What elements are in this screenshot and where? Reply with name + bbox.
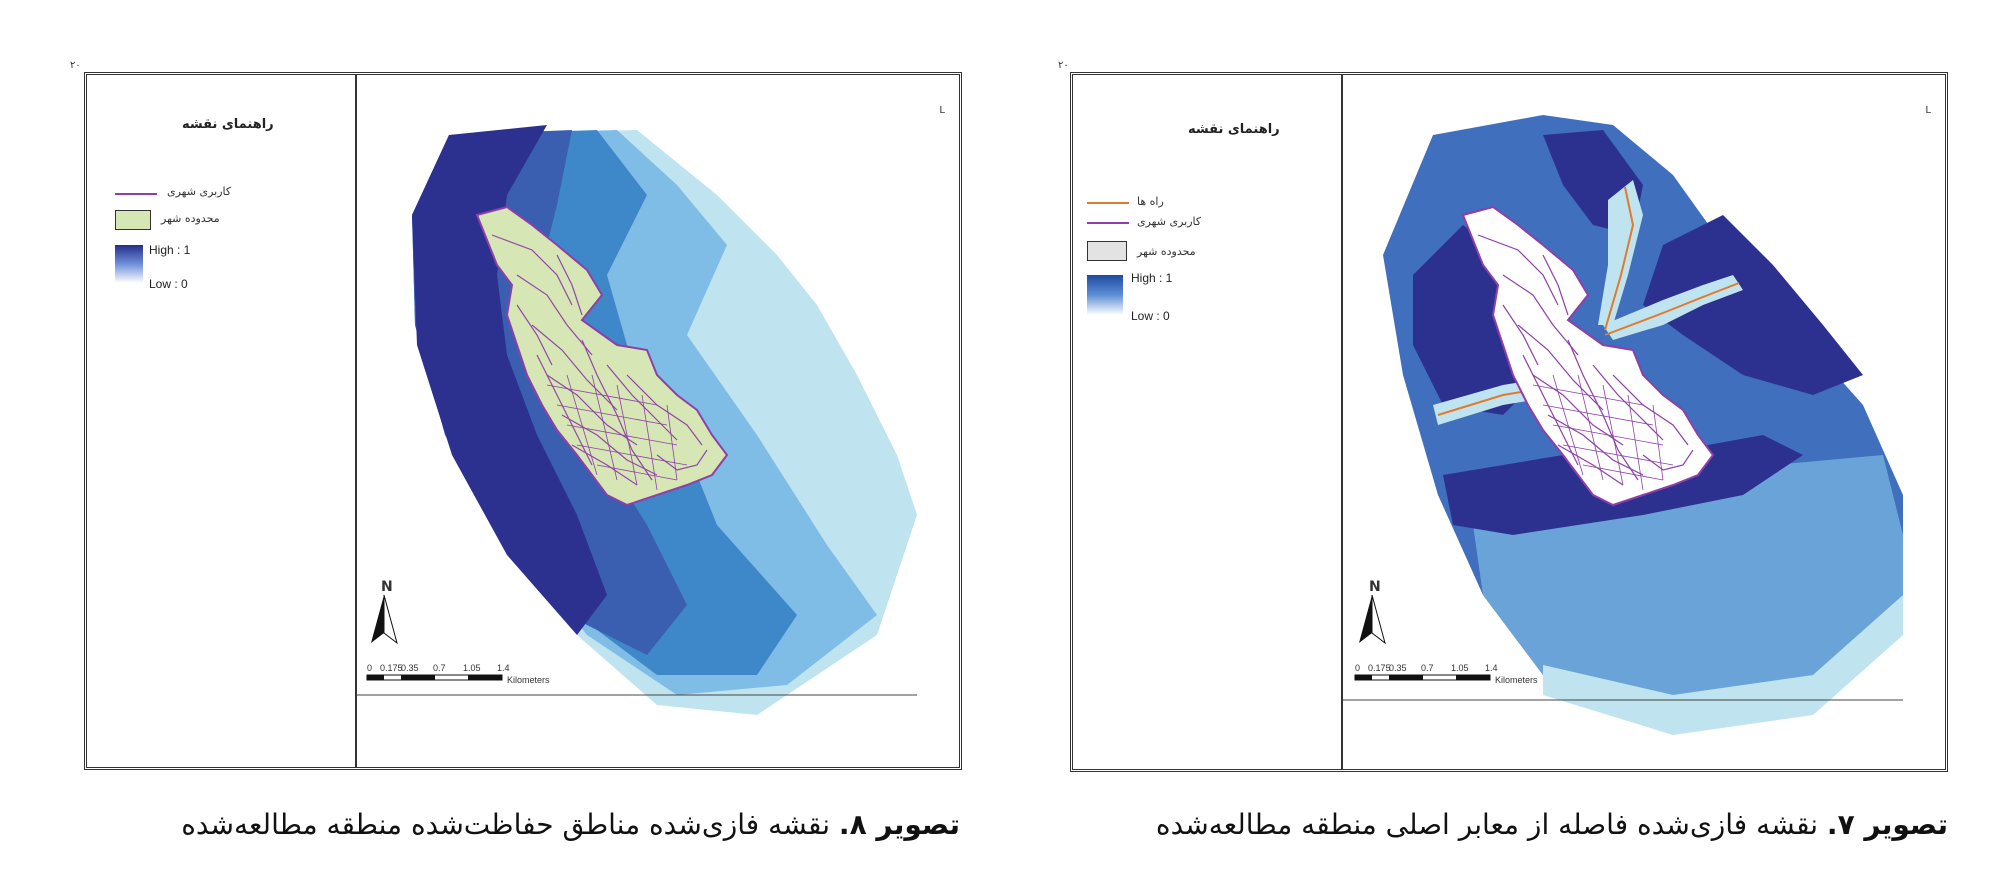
scale-tick-5: 1.4 xyxy=(497,663,510,673)
caption-label: تصویر ۸. xyxy=(838,808,960,841)
fuzzy-distance-roads-map xyxy=(1343,115,1903,735)
ramp-high-label: High : 1 xyxy=(1131,271,1173,285)
map-top-right-mark: L xyxy=(1925,105,1931,116)
urban-dense-grid xyxy=(1532,374,1674,491)
zone-dark-right xyxy=(1643,215,1863,395)
map-top-right-mark: L xyxy=(939,105,945,116)
legend-item-city-boundary: محدوده شهر xyxy=(1137,245,1196,258)
figure-8-legend: راهنمای نقشه کاربری شهری محدوده شهر High… xyxy=(87,75,357,767)
scale-tick-2: 0.35 xyxy=(1389,663,1407,673)
urban-land-use-lines xyxy=(491,234,708,486)
scale-tick-4: 1.05 xyxy=(1451,663,1469,673)
scale-tick-0: 0 xyxy=(367,663,373,673)
city-boundary-swatch xyxy=(1087,241,1127,261)
figure-7-caption: تصویر ۷. نقشه فازی‌شده فاصله از معابر اص… xyxy=(1156,808,1948,841)
caption-label: تصویر ۷. xyxy=(1826,808,1948,841)
figure-7-corner-tag: ۲۰ xyxy=(1058,60,1069,71)
ramp-low-label: Low : 0 xyxy=(149,277,188,291)
figure-7-frame: راهنمای نقشه راه ها کاربری شهری محدوده ش… xyxy=(1070,72,1948,772)
legend-item-urban-use: کاربری شهری xyxy=(1137,215,1202,228)
figure-8-corner-tag: ۲۰ xyxy=(70,60,81,71)
figure-8-frame: راهنمای نقشه کاربری شهری محدوده شهر High… xyxy=(84,72,962,770)
city-boundary-swatch xyxy=(115,210,151,230)
north-label: N xyxy=(381,579,393,595)
scale-unit: Kilometers xyxy=(1495,675,1538,685)
urban-land-use-lines xyxy=(1477,234,1694,486)
road-buffer-band-4 xyxy=(1603,275,1743,340)
north-arrow-icon xyxy=(1359,594,1386,645)
scale-bar xyxy=(1354,674,1491,681)
caption-text: نقشه فازی‌شده فاصله از معابر اصلی منطقه … xyxy=(1155,808,1827,841)
north-arrow-icon xyxy=(371,594,398,645)
fuzzy-ramp-swatch xyxy=(1087,275,1123,315)
scale-tick-3: 0.7 xyxy=(433,663,446,673)
legend-item-roads: راه ها xyxy=(1137,195,1164,208)
urban-area-polygon xyxy=(475,205,729,507)
scale-tick-1: 0.175 xyxy=(380,663,403,673)
legend-title: راهنمای نقشه xyxy=(1188,122,1280,137)
scale-bar xyxy=(366,674,503,681)
ramp-low-label: Low : 0 xyxy=(1131,309,1170,323)
figure-8-caption: تصویر ۸. نقشه فازی‌شده مناطق حفاظت‌شده م… xyxy=(181,808,960,841)
legend-item-urban-use: کاربری شهری xyxy=(167,185,232,198)
legend-title: راهنمای نقشه xyxy=(182,117,274,132)
figure-7-legend: راهنمای نقشه راه ها کاربری شهری محدوده ش… xyxy=(1073,75,1343,769)
scale-tick-5: 1.4 xyxy=(1485,663,1498,673)
scale-unit: Kilometers xyxy=(507,675,550,685)
scale-tick-3: 0.7 xyxy=(1421,663,1434,673)
scale-tick-0: 0 xyxy=(1355,663,1361,673)
ramp-high-label: High : 1 xyxy=(149,243,191,257)
figure-7: ۲۰ راهنمای نقشه راه ها کاربری شهری محدود… xyxy=(1058,60,1958,841)
legend-item-city-boundary: محدوده شهر xyxy=(161,212,220,225)
scale-tick-4: 1.05 xyxy=(463,663,481,673)
urban-area-polygon xyxy=(1461,205,1715,507)
figure-7-map: L xyxy=(1343,75,1945,769)
zone-dark xyxy=(412,125,607,635)
urban-use-line-swatch xyxy=(1087,222,1129,224)
figure-8: ۲۰ راهنمای نقشه کاربری شهری محدوده شهر H… xyxy=(70,60,970,841)
roads-line-swatch xyxy=(1087,202,1129,204)
fuzzy-ramp-swatch xyxy=(115,245,143,283)
urban-dense-grid xyxy=(546,374,688,491)
scale-tick-1: 0.175 xyxy=(1368,663,1391,673)
urban-use-line-swatch xyxy=(115,193,157,195)
north-label: N xyxy=(1369,579,1381,595)
scale-tick-2: 0.35 xyxy=(401,663,419,673)
fuzzy-protected-areas-map xyxy=(357,125,917,715)
figure-8-map: L xyxy=(357,75,959,767)
caption-text: نقشه فازی‌شده مناطق حفاظت‌شده منطقه مطال… xyxy=(181,808,839,841)
road-buffer-band-1 xyxy=(1433,355,1603,425)
